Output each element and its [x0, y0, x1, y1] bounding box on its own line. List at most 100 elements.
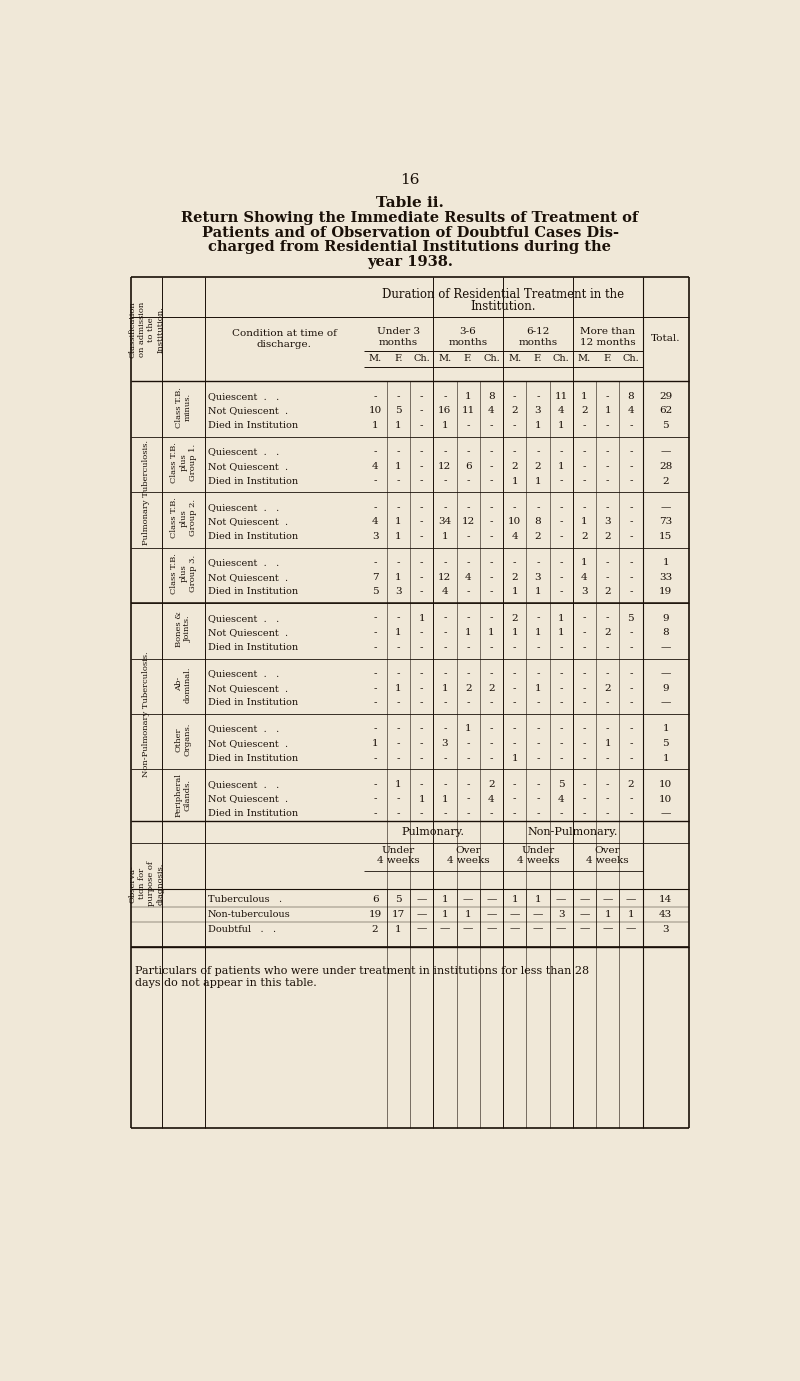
Text: -: - — [397, 476, 400, 486]
Text: Patients and of Observation of Doubtful Cases Dis-: Patients and of Observation of Doubtful … — [202, 225, 618, 240]
Text: -: - — [420, 739, 423, 749]
Text: 1: 1 — [534, 684, 541, 693]
Text: -: - — [490, 754, 493, 762]
Text: Died in Institution: Died in Institution — [208, 809, 298, 818]
Text: -: - — [397, 503, 400, 512]
Text: -: - — [606, 699, 610, 707]
Text: 1: 1 — [395, 518, 402, 526]
Text: 1: 1 — [534, 421, 541, 429]
Text: Non-Pulmonary.: Non-Pulmonary. — [527, 827, 618, 837]
Text: -: - — [629, 699, 633, 707]
Text: -: - — [606, 809, 610, 818]
Text: 1: 1 — [604, 406, 611, 416]
Text: —: — — [417, 895, 427, 905]
Text: Not Quiescent  .: Not Quiescent . — [208, 573, 288, 581]
Text: -: - — [397, 642, 400, 652]
Text: -: - — [606, 794, 610, 804]
Text: Not Quiescent  .: Not Quiescent . — [208, 518, 288, 526]
Text: -: - — [374, 684, 377, 693]
Text: 1: 1 — [395, 684, 402, 693]
Text: -: - — [490, 558, 493, 568]
Text: 5: 5 — [558, 780, 565, 789]
Text: 1: 1 — [418, 794, 425, 804]
Text: -: - — [420, 809, 423, 818]
Text: 4: 4 — [442, 587, 448, 597]
Text: -: - — [490, 699, 493, 707]
Text: -: - — [629, 754, 633, 762]
Text: -: - — [466, 558, 470, 568]
Text: -: - — [374, 447, 377, 456]
Text: Not Quiescent  .: Not Quiescent . — [208, 684, 288, 693]
Text: Died in Institution: Died in Institution — [208, 642, 298, 652]
Text: 3: 3 — [581, 587, 588, 597]
Text: 1: 1 — [465, 910, 471, 918]
Text: -: - — [443, 780, 446, 789]
Text: -: - — [490, 613, 493, 623]
Text: -: - — [443, 699, 446, 707]
Text: -: - — [536, 503, 540, 512]
Text: -: - — [629, 532, 633, 541]
Text: -: - — [490, 573, 493, 581]
Text: -: - — [582, 809, 586, 818]
Text: Under 3: Under 3 — [377, 327, 420, 336]
Text: —: — — [661, 809, 671, 818]
Text: 4: 4 — [488, 406, 494, 416]
Text: 4: 4 — [511, 532, 518, 541]
Text: -: - — [420, 476, 423, 486]
Text: Not Quiescent  .: Not Quiescent . — [208, 794, 288, 804]
Text: -: - — [559, 668, 563, 678]
Text: -: - — [559, 725, 563, 733]
Text: 2: 2 — [604, 532, 611, 541]
Text: -: - — [490, 642, 493, 652]
Text: -: - — [443, 725, 446, 733]
Text: -: - — [513, 739, 516, 749]
Text: -: - — [629, 587, 633, 597]
Text: 1: 1 — [465, 628, 471, 637]
Text: 2: 2 — [604, 587, 611, 597]
Text: -: - — [420, 503, 423, 512]
Text: —: — — [626, 895, 636, 905]
Text: F.: F. — [394, 355, 402, 363]
Text: -: - — [374, 699, 377, 707]
Text: 2: 2 — [604, 684, 611, 693]
Text: M.: M. — [369, 355, 382, 363]
Text: 3: 3 — [442, 739, 448, 749]
Text: -: - — [559, 476, 563, 486]
Text: -: - — [536, 392, 540, 400]
Text: -: - — [397, 699, 400, 707]
Text: -: - — [397, 809, 400, 818]
Text: 1: 1 — [442, 910, 448, 918]
Text: 1: 1 — [581, 558, 588, 568]
Text: -: - — [629, 476, 633, 486]
Text: -: - — [629, 558, 633, 568]
Text: -: - — [466, 668, 470, 678]
Text: Quiescent  .   .: Quiescent . . — [208, 668, 279, 678]
Text: Ch.: Ch. — [553, 355, 570, 363]
Text: 4: 4 — [558, 794, 565, 804]
Text: Not Quiescent  .: Not Quiescent . — [208, 628, 288, 637]
Text: -: - — [420, 699, 423, 707]
Text: —: — — [661, 668, 671, 678]
Text: -: - — [420, 518, 423, 526]
Text: -: - — [420, 447, 423, 456]
Text: Total.: Total. — [651, 334, 681, 344]
Text: Pulmonary Tuberculosis.: Pulmonary Tuberculosis. — [142, 439, 150, 544]
Text: 5: 5 — [662, 739, 669, 749]
Text: Doubtful   .   .: Doubtful . . — [208, 925, 276, 934]
Text: -: - — [629, 518, 633, 526]
Text: -: - — [513, 392, 516, 400]
Text: -: - — [443, 613, 446, 623]
Text: 33: 33 — [659, 573, 672, 581]
Text: -: - — [606, 392, 610, 400]
Text: 2: 2 — [488, 684, 494, 693]
Text: -: - — [559, 739, 563, 749]
Text: -: - — [420, 725, 423, 733]
Text: 5: 5 — [627, 613, 634, 623]
Text: —: — — [626, 925, 636, 934]
Text: 2: 2 — [511, 613, 518, 623]
Text: 2: 2 — [511, 461, 518, 471]
Text: 1: 1 — [534, 476, 541, 486]
Text: -: - — [420, 392, 423, 400]
Text: 1: 1 — [442, 895, 448, 905]
Text: 1: 1 — [534, 895, 541, 905]
